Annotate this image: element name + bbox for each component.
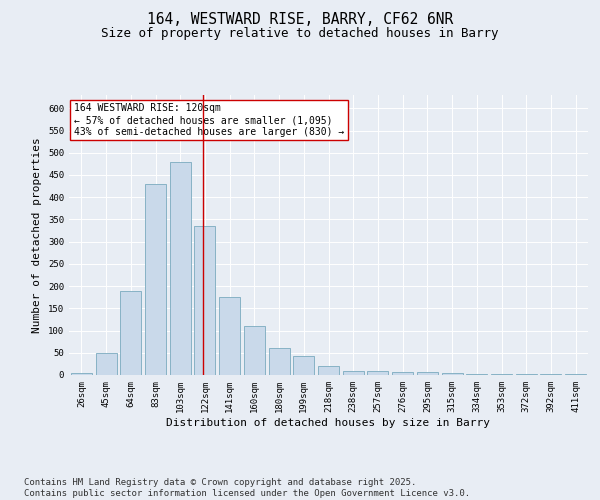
Bar (95, 353, 116, 375)
Bar (442, 373, 463, 375)
Bar (541, 374, 562, 375)
Bar (343, 370, 364, 375)
Bar (466, 374, 487, 375)
Bar (269, 348, 290, 375)
Bar (219, 297, 240, 375)
Bar (194, 226, 215, 375)
X-axis label: Distribution of detached houses by size in Barry: Distribution of detached houses by size … (167, 418, 491, 428)
Bar (565, 374, 586, 375)
Text: Size of property relative to detached houses in Barry: Size of property relative to detached ho… (101, 28, 499, 40)
Text: Contains HM Land Registry data © Crown copyright and database right 2025.
Contai: Contains HM Land Registry data © Crown c… (24, 478, 470, 498)
Bar (318, 366, 339, 375)
Bar (71, 373, 92, 375)
Bar (145, 184, 166, 375)
Bar (170, 162, 191, 375)
Y-axis label: Number of detached properties: Number of detached properties (32, 137, 43, 333)
Text: 164 WESTWARD RISE: 120sqm
← 57% of detached houses are smaller (1,095)
43% of se: 164 WESTWARD RISE: 120sqm ← 57% of detac… (74, 104, 344, 136)
Bar (293, 356, 314, 375)
Bar (417, 372, 438, 375)
Bar (244, 326, 265, 375)
Bar (367, 370, 388, 375)
Bar (120, 290, 141, 375)
Bar (516, 374, 537, 375)
Bar (392, 372, 413, 375)
Text: 164, WESTWARD RISE, BARRY, CF62 6NR: 164, WESTWARD RISE, BARRY, CF62 6NR (147, 12, 453, 28)
Bar (491, 374, 512, 375)
